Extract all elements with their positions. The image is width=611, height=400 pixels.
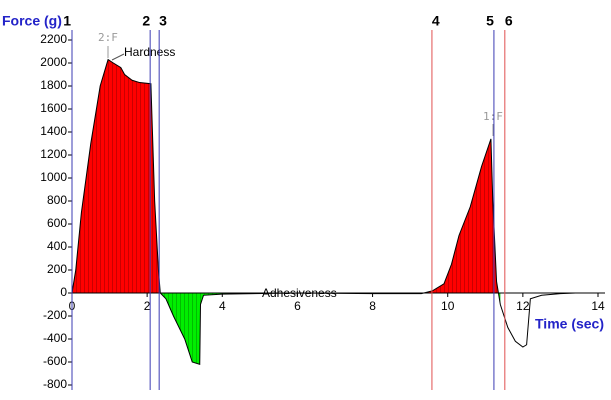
marker-label: 6 xyxy=(505,13,513,29)
x-tick-label: 10 xyxy=(441,299,455,313)
marker-label: 4 xyxy=(432,13,440,29)
marker-label: 2 xyxy=(142,13,150,29)
x-tick-label: 14 xyxy=(591,299,605,313)
y-tick-label: 1200 xyxy=(40,147,67,161)
y-tick-label: 800 xyxy=(47,193,67,207)
x-tick-label: 6 xyxy=(294,299,301,313)
y-tick-label: 1000 xyxy=(40,170,67,184)
y-tick-label: -600 xyxy=(43,354,67,368)
y-tick-label: -800 xyxy=(43,377,67,391)
y-tick-label: 400 xyxy=(47,239,67,253)
y-axis-label: Force (g) xyxy=(2,13,62,29)
x-tick-label: 12 xyxy=(516,299,530,313)
x-axis-label: Time (sec) xyxy=(535,316,604,332)
y-tick-label: 1600 xyxy=(40,101,67,115)
x-tick-label: 2 xyxy=(144,299,151,313)
y-tick-label: -400 xyxy=(43,331,67,345)
y-tick-label: 1400 xyxy=(40,124,67,138)
area-stripes xyxy=(72,293,501,365)
y-tick-label: -200 xyxy=(43,308,67,322)
annotation-leader xyxy=(111,53,125,61)
area-stripes xyxy=(72,59,501,293)
x-tick-label: 8 xyxy=(369,299,376,313)
line xyxy=(71,58,576,365)
marker-label: 5 xyxy=(486,13,494,29)
x-tick-label: 4 xyxy=(219,299,226,313)
y-tick-label: 2200 xyxy=(40,32,67,46)
marker-label: 3 xyxy=(159,13,167,29)
y-tick-label: 600 xyxy=(47,216,67,230)
y-tick-label: 1800 xyxy=(40,78,67,92)
marker-label: 1 xyxy=(63,13,71,29)
y-tick-label: 2000 xyxy=(40,55,67,69)
y-tick-label: 200 xyxy=(47,262,67,276)
annotation: 1:F xyxy=(483,110,503,123)
annotation: 2:F xyxy=(98,31,118,44)
y-tick-label: 0 xyxy=(60,285,67,299)
